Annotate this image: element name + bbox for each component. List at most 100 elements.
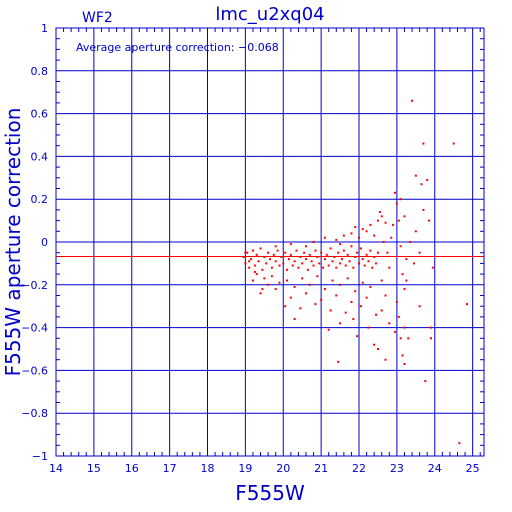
data-point	[380, 309, 383, 312]
data-point	[358, 262, 361, 265]
data-point	[304, 245, 307, 248]
data-point	[337, 251, 340, 254]
data-point	[342, 234, 345, 237]
data-point	[409, 241, 412, 243]
data-points	[242, 99, 468, 445]
data-point	[412, 262, 415, 265]
x-tick-label: 25	[466, 462, 480, 475]
data-point	[335, 294, 338, 297]
x-tick-label: 24	[428, 462, 442, 475]
data-point	[308, 283, 311, 286]
data-point	[426, 178, 429, 181]
data-point	[261, 268, 264, 271]
y-tick-label: 0.6	[31, 108, 49, 121]
data-point	[339, 262, 342, 265]
data-point	[312, 264, 315, 267]
data-point	[365, 230, 368, 233]
data-point	[320, 298, 323, 301]
data-point	[384, 221, 387, 224]
data-point	[382, 241, 385, 243]
data-point	[359, 247, 362, 250]
data-point	[331, 279, 334, 282]
data-point	[287, 258, 290, 261]
data-point	[253, 270, 256, 273]
data-point	[403, 362, 406, 365]
data-point	[293, 260, 296, 263]
data-point	[350, 300, 353, 303]
x-tick-label: 22	[352, 462, 366, 475]
data-point	[414, 230, 417, 233]
data-point	[323, 236, 326, 239]
data-point	[371, 266, 374, 269]
data-point	[265, 262, 268, 265]
data-point	[329, 309, 332, 312]
y-tick-label: 0.4	[31, 150, 49, 163]
data-point	[363, 264, 366, 267]
data-point	[329, 247, 332, 250]
data-point	[327, 264, 330, 267]
x-tick-label: 21	[314, 462, 328, 475]
data-point	[320, 251, 323, 254]
x-tick-label: 20	[276, 462, 290, 475]
data-point	[354, 226, 357, 229]
data-point	[352, 266, 355, 269]
data-point	[297, 266, 300, 269]
data-point	[376, 251, 379, 254]
data-point	[255, 253, 258, 256]
data-point	[376, 348, 379, 350]
data-point	[356, 251, 359, 254]
data-point	[350, 245, 353, 248]
data-point	[331, 260, 334, 263]
data-point	[378, 211, 381, 214]
data-point	[418, 305, 421, 308]
data-point	[420, 183, 423, 186]
data-point	[418, 251, 421, 254]
data-point	[308, 253, 311, 256]
data-point	[342, 249, 345, 252]
data-point	[289, 243, 292, 246]
data-point	[375, 262, 378, 265]
data-point	[246, 251, 249, 254]
data-point	[429, 337, 432, 340]
data-point	[259, 292, 262, 295]
grid-lines	[55, 27, 484, 457]
data-point	[257, 260, 260, 263]
data-point	[395, 300, 398, 303]
data-point	[365, 253, 368, 256]
data-point	[261, 288, 264, 291]
data-point	[299, 255, 302, 258]
data-point	[284, 305, 287, 308]
data-point	[289, 296, 292, 299]
data-point	[251, 249, 254, 252]
data-point	[289, 253, 292, 256]
data-point	[286, 268, 289, 271]
x-tick-label: 14	[49, 462, 63, 475]
data-point	[244, 262, 247, 265]
data-point	[373, 343, 376, 346]
data-point	[458, 442, 461, 445]
data-point	[375, 313, 378, 316]
plot-frame	[55, 27, 485, 457]
data-point	[369, 285, 372, 288]
data-point	[376, 219, 379, 222]
data-point	[369, 249, 372, 252]
data-point	[358, 236, 361, 239]
data-point	[403, 326, 406, 329]
data-point	[465, 303, 468, 306]
data-point	[323, 288, 326, 291]
data-point	[422, 208, 425, 211]
data-point	[424, 380, 427, 383]
data-point	[399, 337, 402, 340]
y-tick-label: −0.8	[21, 407, 48, 420]
data-point	[361, 258, 364, 261]
data-point	[284, 251, 287, 254]
y-tick-label: −0.6	[21, 364, 48, 377]
data-point	[274, 260, 277, 263]
data-point	[325, 253, 328, 256]
data-point	[367, 260, 370, 263]
data-point	[242, 255, 245, 258]
x-tick-label: 23	[390, 462, 404, 475]
y-tick-label: 0.8	[31, 65, 49, 78]
data-point	[452, 142, 455, 145]
